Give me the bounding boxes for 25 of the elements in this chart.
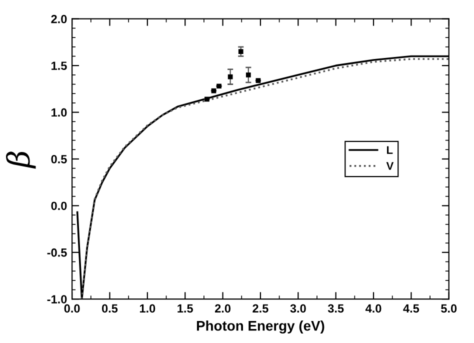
point — [246, 72, 251, 78]
x-tick-label: 4.5 — [403, 304, 420, 313]
y-tick-label: 0.0 — [51, 202, 67, 210]
y-tick-label: -1.0 — [47, 295, 67, 304]
x-tick-label: 4.0 — [365, 304, 382, 313]
legend-label: L — [386, 146, 393, 154]
x-tick-label: 3.0 — [290, 304, 306, 313]
y-tick-label: 2.0 — [51, 14, 67, 24]
y-tick-label: 0.5 — [51, 155, 67, 164]
x-tick-label: 2.5 — [252, 304, 268, 313]
x-axis-title: Photon Energy (eV) — [196, 320, 324, 334]
x-tick-label: 3.5 — [328, 304, 344, 313]
y-tick-label: 1.0 — [52, 108, 67, 117]
x-tick-label: 1.0 — [140, 304, 156, 313]
x-tick-label: 1.5 — [178, 304, 193, 313]
legend-label: V — [386, 162, 394, 170]
point — [228, 74, 233, 80]
x-tick-label: 5.0 — [441, 304, 457, 313]
x-tick-label: 2.0 — [214, 304, 230, 313]
y-axis-title: β — [6, 152, 36, 169]
y-tick-label: -0.5 — [47, 248, 67, 257]
point — [238, 49, 244, 54]
y-tick-label: 1.5 — [52, 62, 67, 70]
x-tick-label: 0.0 — [64, 304, 80, 313]
x-tick-label: 0.5 — [102, 304, 118, 313]
